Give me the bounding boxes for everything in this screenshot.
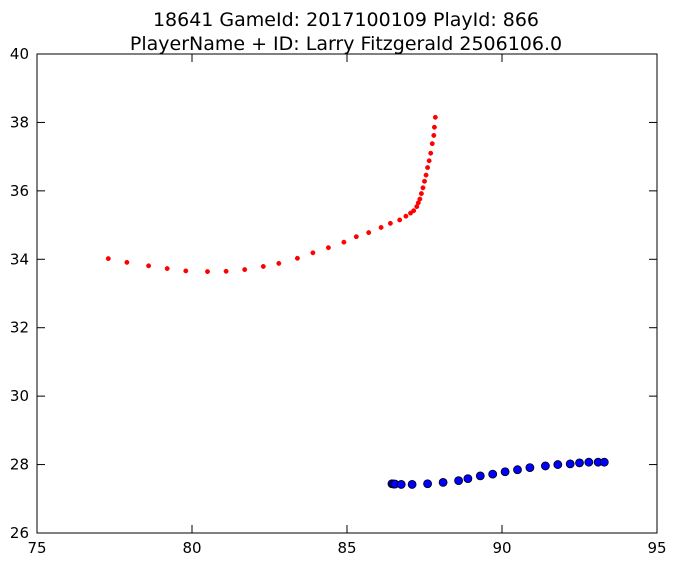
data-point: [396, 480, 406, 489]
data-point: [475, 471, 485, 481]
data-point: [426, 158, 432, 164]
data-point: [454, 476, 464, 486]
y-tick-label: 38: [10, 113, 29, 131]
data-point: [164, 266, 170, 271]
data-point: [418, 191, 424, 197]
data-point: [341, 239, 347, 245]
data-point: [294, 255, 300, 261]
data-point: [124, 259, 130, 265]
data-point: [310, 250, 316, 256]
data-point: [146, 263, 152, 269]
chart-title: 18641 GameId: 2017100109 PlayId: 866: [153, 9, 539, 31]
series-blue: [387, 457, 609, 489]
data-point: [403, 213, 409, 219]
plot-frame: [36, 53, 658, 534]
x-tick-label: 90: [492, 539, 511, 557]
data-point: [420, 185, 426, 191]
data-point: [423, 172, 429, 178]
data-point: [500, 467, 510, 477]
data-point: [387, 220, 393, 226]
data-point: [242, 267, 248, 272]
data-point: [366, 230, 372, 236]
data-point: [407, 480, 417, 489]
axis-ticks: 75 80 85 90 95 26 28 30 32 34 36 38 40: [10, 45, 667, 557]
data-point: [276, 260, 282, 266]
data-point: [463, 474, 473, 483]
data-point: [423, 479, 433, 489]
data-point: [513, 465, 522, 475]
data-point: [325, 245, 331, 251]
x-tick-label: 85: [337, 539, 356, 557]
data-point: [183, 268, 189, 274]
data-point: [205, 269, 210, 275]
chart-subtitle: PlayerName + ID: Larry Fitzgerald 250610…: [130, 33, 562, 55]
data-point: [553, 460, 563, 469]
data-point: [411, 208, 417, 214]
y-tick-label: 40: [10, 45, 29, 63]
data-point: [417, 196, 423, 202]
y-tick-label: 30: [10, 387, 29, 405]
data-point: [223, 268, 229, 274]
y-tick-label: 26: [10, 524, 29, 542]
data-point: [378, 225, 384, 230]
data-point: [353, 234, 359, 240]
x-tick-label: 75: [27, 539, 46, 557]
x-tick-label: 95: [647, 539, 666, 557]
y-tick-label: 34: [10, 250, 29, 268]
data-point: [525, 463, 535, 473]
data-point: [397, 217, 403, 223]
data-point: [432, 114, 438, 120]
y-tick-label: 28: [10, 456, 29, 474]
data-point: [565, 459, 575, 469]
data-point: [425, 165, 431, 171]
data-point: [431, 124, 437, 130]
data-point: [260, 264, 266, 269]
data-point: [438, 477, 448, 487]
data-point: [599, 457, 609, 467]
y-tick-label: 36: [10, 182, 29, 200]
data-point: [575, 458, 584, 468]
data-point: [422, 178, 427, 184]
x-tick-label: 80: [182, 539, 201, 557]
series-red: [105, 114, 438, 275]
data-point: [488, 469, 498, 479]
y-tick-label: 32: [10, 319, 29, 337]
data-point: [584, 457, 594, 467]
data-point: [428, 150, 434, 156]
data-point: [541, 461, 550, 471]
data-point: [105, 256, 111, 262]
data-point: [431, 132, 437, 138]
data-point: [429, 141, 435, 147]
